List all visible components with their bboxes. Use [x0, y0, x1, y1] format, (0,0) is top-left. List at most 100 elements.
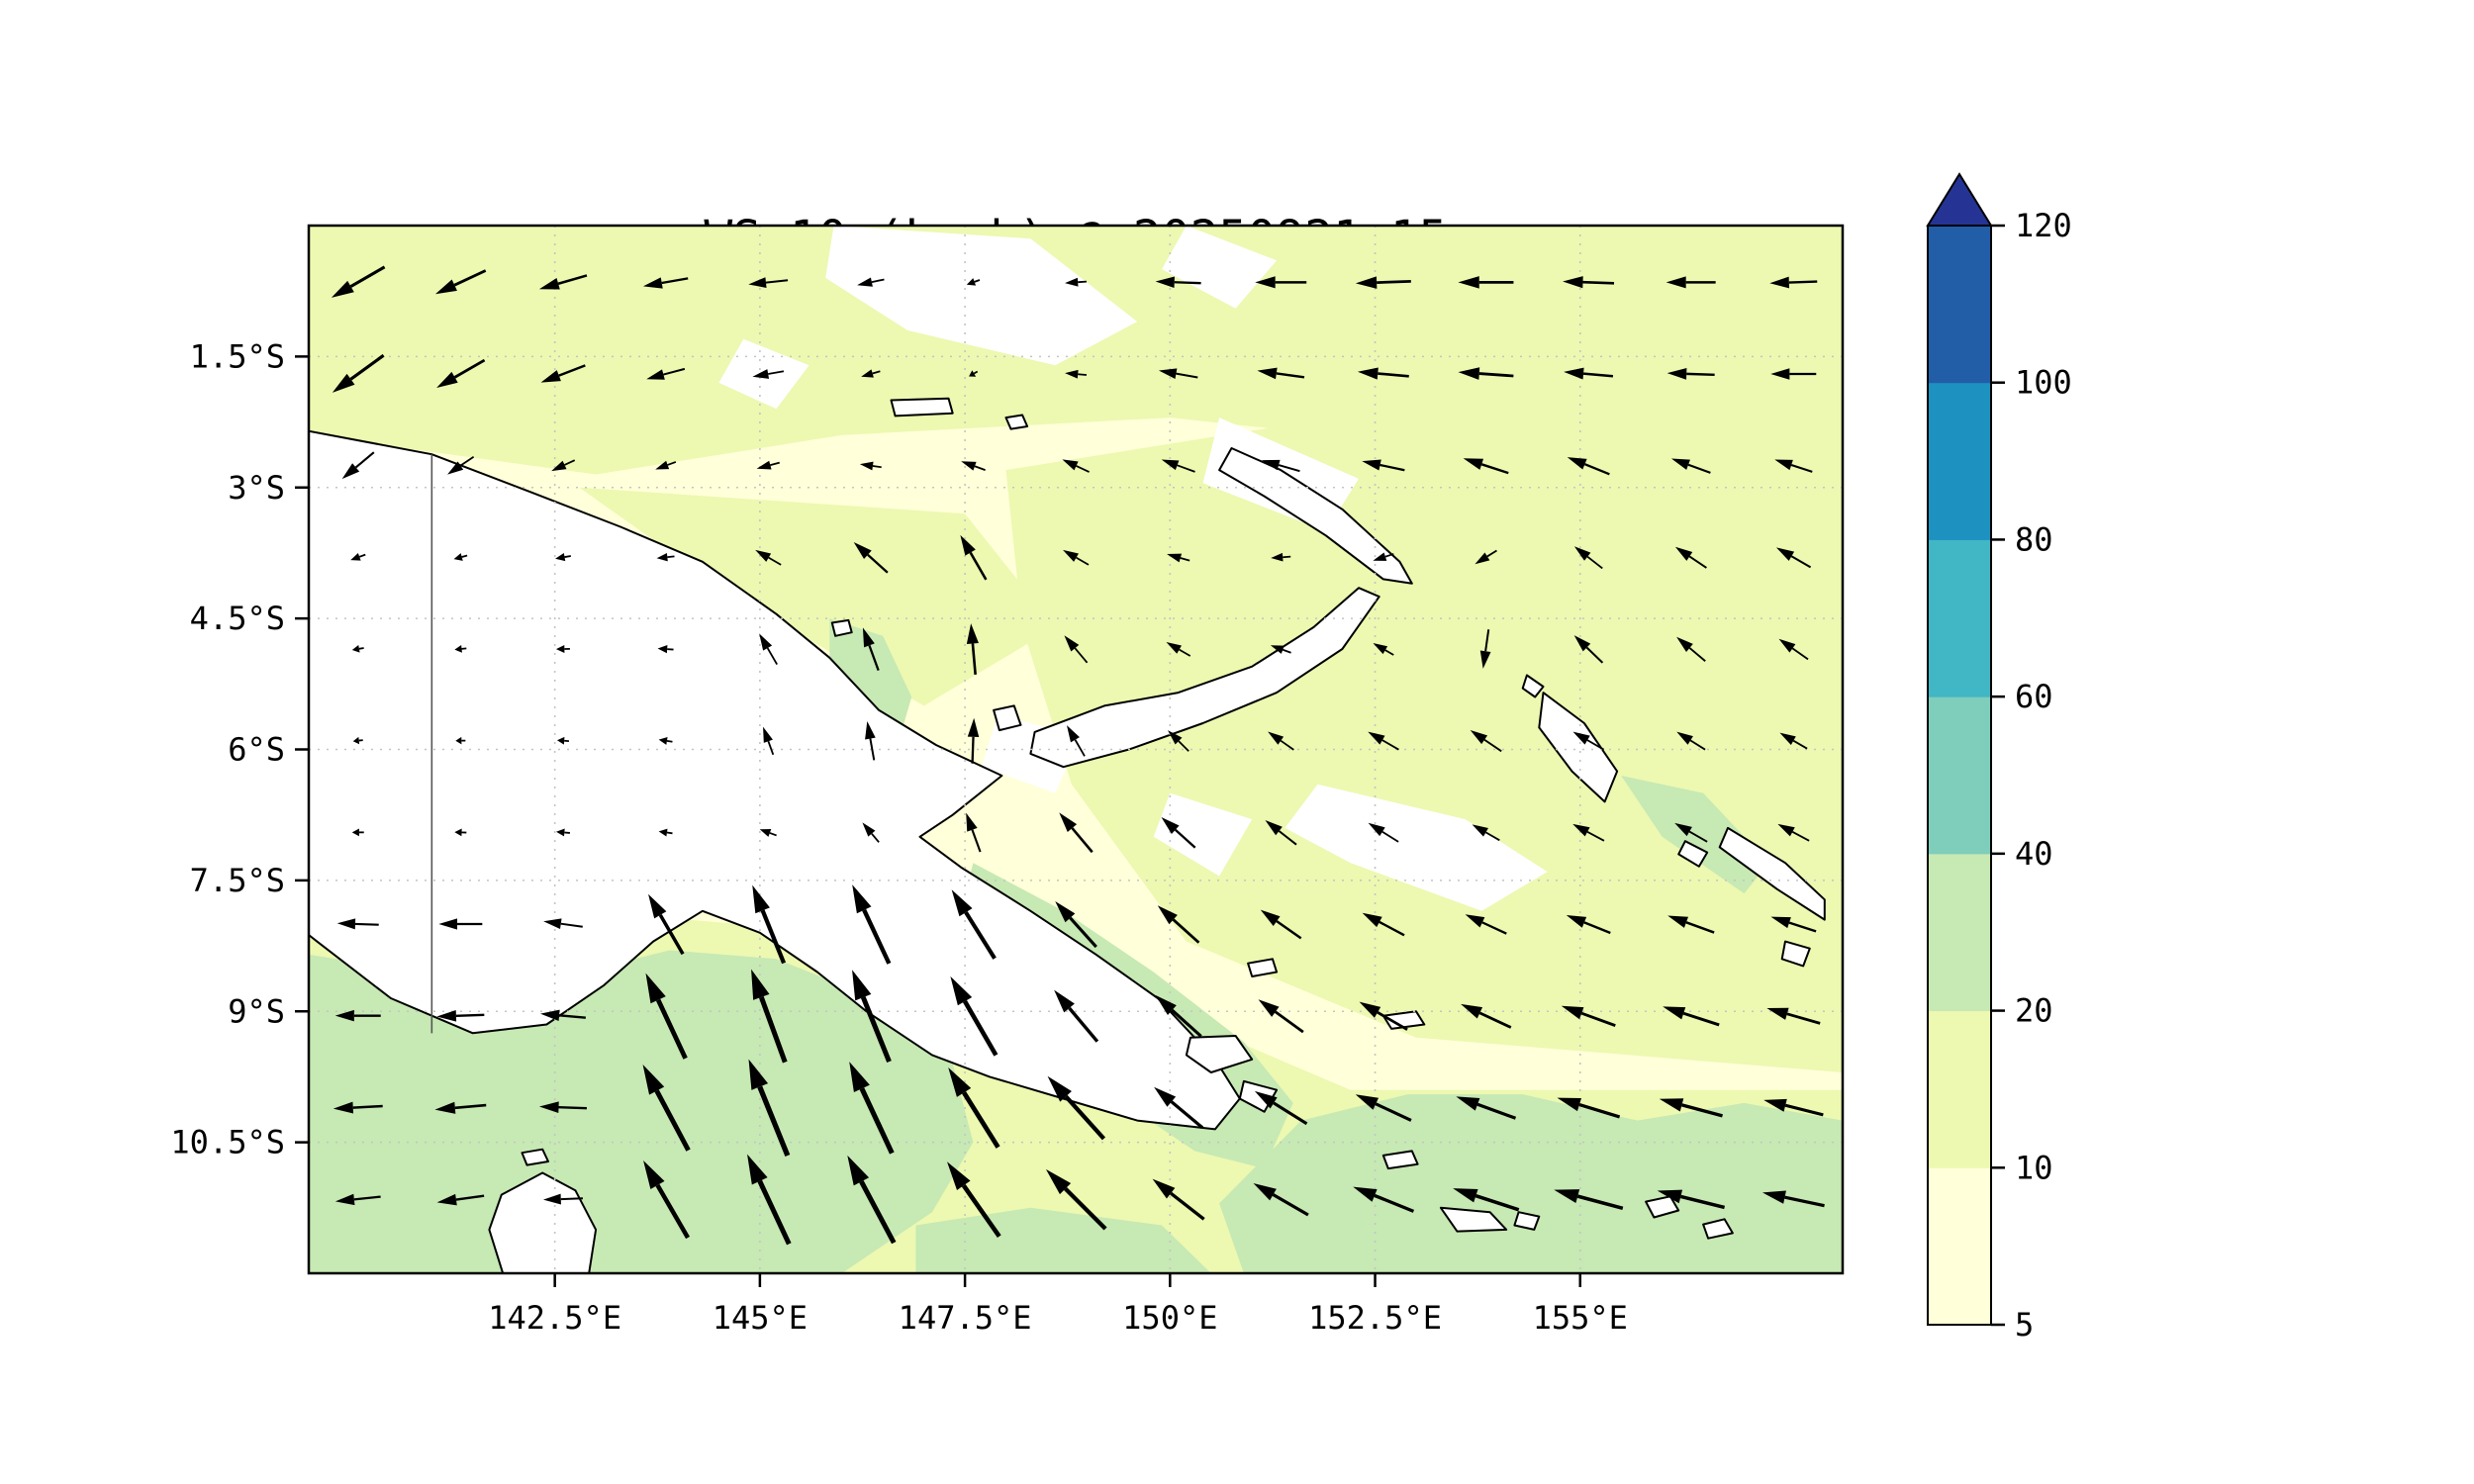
wind-arrow [862, 627, 880, 672]
wind-arrow [556, 736, 570, 745]
wind-arrow [1368, 731, 1399, 751]
wind-arrow [1064, 635, 1089, 664]
y-tick-label: 6°S [228, 731, 285, 769]
wind-arrow [853, 541, 889, 574]
axes: 142.5°E 145°E 147.5°E 150°E 152.5°E 155°E 1.5°… [170, 224, 1845, 1337]
x-tick-label: 150°E [1122, 1299, 1217, 1337]
wind-arrow [1770, 368, 1817, 380]
wind-arrow [538, 1101, 587, 1114]
contour-region-bottom-right [1219, 1094, 1843, 1273]
coastline-islet-ne [1004, 414, 1029, 430]
wind-arrow [1373, 643, 1394, 656]
wind-arrow [551, 459, 576, 472]
colorbar-segment [1928, 1167, 1991, 1326]
wind-arrow [1045, 1168, 1107, 1231]
wind-arrow [1271, 552, 1291, 562]
colorbar-segment [1928, 382, 1991, 540]
wind-arrow [1463, 458, 1509, 475]
wind-arrow [1355, 1094, 1412, 1122]
wind-arrow [1067, 725, 1086, 757]
wind-arrow [538, 274, 588, 290]
y-tick-label: 3°S [228, 469, 285, 507]
wind-arrow [658, 828, 673, 837]
wind-arrow [434, 269, 487, 295]
wind-arrow [861, 369, 881, 378]
wind-arrow [657, 645, 674, 654]
wind-arrow [645, 973, 688, 1060]
contour-region-calm-5 [1285, 784, 1548, 911]
wind-arrow [1355, 276, 1411, 289]
wind-arrow [1458, 367, 1514, 380]
wind-arrow [1254, 1090, 1308, 1126]
wind-arrow [1563, 276, 1615, 289]
wind-arrow [643, 1160, 691, 1240]
x-tick-label: 152.5°E [1308, 1299, 1442, 1337]
coastline-bougainville [1538, 692, 1619, 803]
wind-arrow [748, 277, 789, 288]
wind-arrow [453, 553, 468, 561]
wind-arrow [334, 1193, 381, 1206]
wind-arrow [1357, 367, 1409, 380]
colorbar-tick-label: 80 [2015, 520, 2053, 558]
wind-arrow [1573, 635, 1604, 664]
wind-arrow [847, 1155, 897, 1245]
wind-arrow [752, 369, 785, 379]
coastline-manus [890, 397, 954, 417]
wind-arrow [1761, 1190, 1825, 1208]
wind-arrow [331, 265, 386, 298]
wind-arrow [1564, 367, 1614, 380]
colorbar-segment [1928, 1010, 1991, 1168]
wind-arrow [862, 822, 880, 843]
wind-arrow [1155, 276, 1201, 288]
wind-arrow [1479, 629, 1491, 669]
y-tick-label: 1.5°S [190, 337, 285, 375]
wind-arrow [1774, 459, 1813, 473]
x-tick-label: 142.5°E [488, 1299, 621, 1337]
map-layers [309, 226, 1843, 1273]
wind-arrow [759, 633, 778, 666]
wind-arrow [763, 726, 775, 756]
wind-arrow [751, 969, 788, 1064]
wind-arrow [1353, 1186, 1415, 1213]
wind-arrow [1769, 276, 1818, 289]
wind-arrow [336, 918, 379, 930]
wind-arrow [1268, 731, 1294, 751]
wind-arrow [1779, 732, 1808, 750]
coastline-new-britain [1029, 587, 1380, 769]
wind-arrow [1055, 900, 1097, 949]
wind-arrow [1770, 916, 1817, 933]
wind-arrow [1472, 824, 1500, 842]
wind-arrow [350, 552, 366, 561]
wind-arrow [1657, 1189, 1726, 1210]
wind-arrow [1775, 547, 1812, 569]
wind-arrow [1362, 459, 1405, 472]
wind-arrow [951, 889, 997, 960]
colorbar-extend-triangle [1926, 172, 1993, 227]
wind-arrow [1561, 1005, 1616, 1027]
wind-arrow [646, 367, 686, 380]
wind-arrow [1258, 999, 1304, 1034]
wind-arrow [543, 918, 583, 930]
wind-arrow [656, 552, 675, 562]
wind-arrow [1063, 549, 1090, 566]
coastline-buka [1521, 674, 1545, 698]
wind-arrow [648, 893, 685, 956]
coastline-br-islet-2 [1702, 1218, 1734, 1240]
wind-arrow [1567, 457, 1610, 476]
wind-arrow [1270, 645, 1291, 654]
wind-arrow [333, 1101, 383, 1114]
wind-arrow [1158, 368, 1198, 379]
colorbar-tick-label: 40 [2015, 835, 2053, 873]
contour-region-calm-2 [1162, 226, 1278, 309]
wind-vectors [331, 265, 1825, 1246]
wind-arrow [1659, 1098, 1723, 1118]
coastline-choiseul [1718, 826, 1826, 921]
wind-arrow [1368, 822, 1399, 843]
wind-arrow [1253, 1182, 1309, 1217]
wind-arrow [1065, 369, 1088, 379]
wind-arrow [1265, 820, 1297, 846]
wind-arrow [961, 461, 986, 471]
contour-region-calm-7 [1153, 792, 1253, 877]
colorbar-tick-label: 60 [2015, 678, 2053, 715]
